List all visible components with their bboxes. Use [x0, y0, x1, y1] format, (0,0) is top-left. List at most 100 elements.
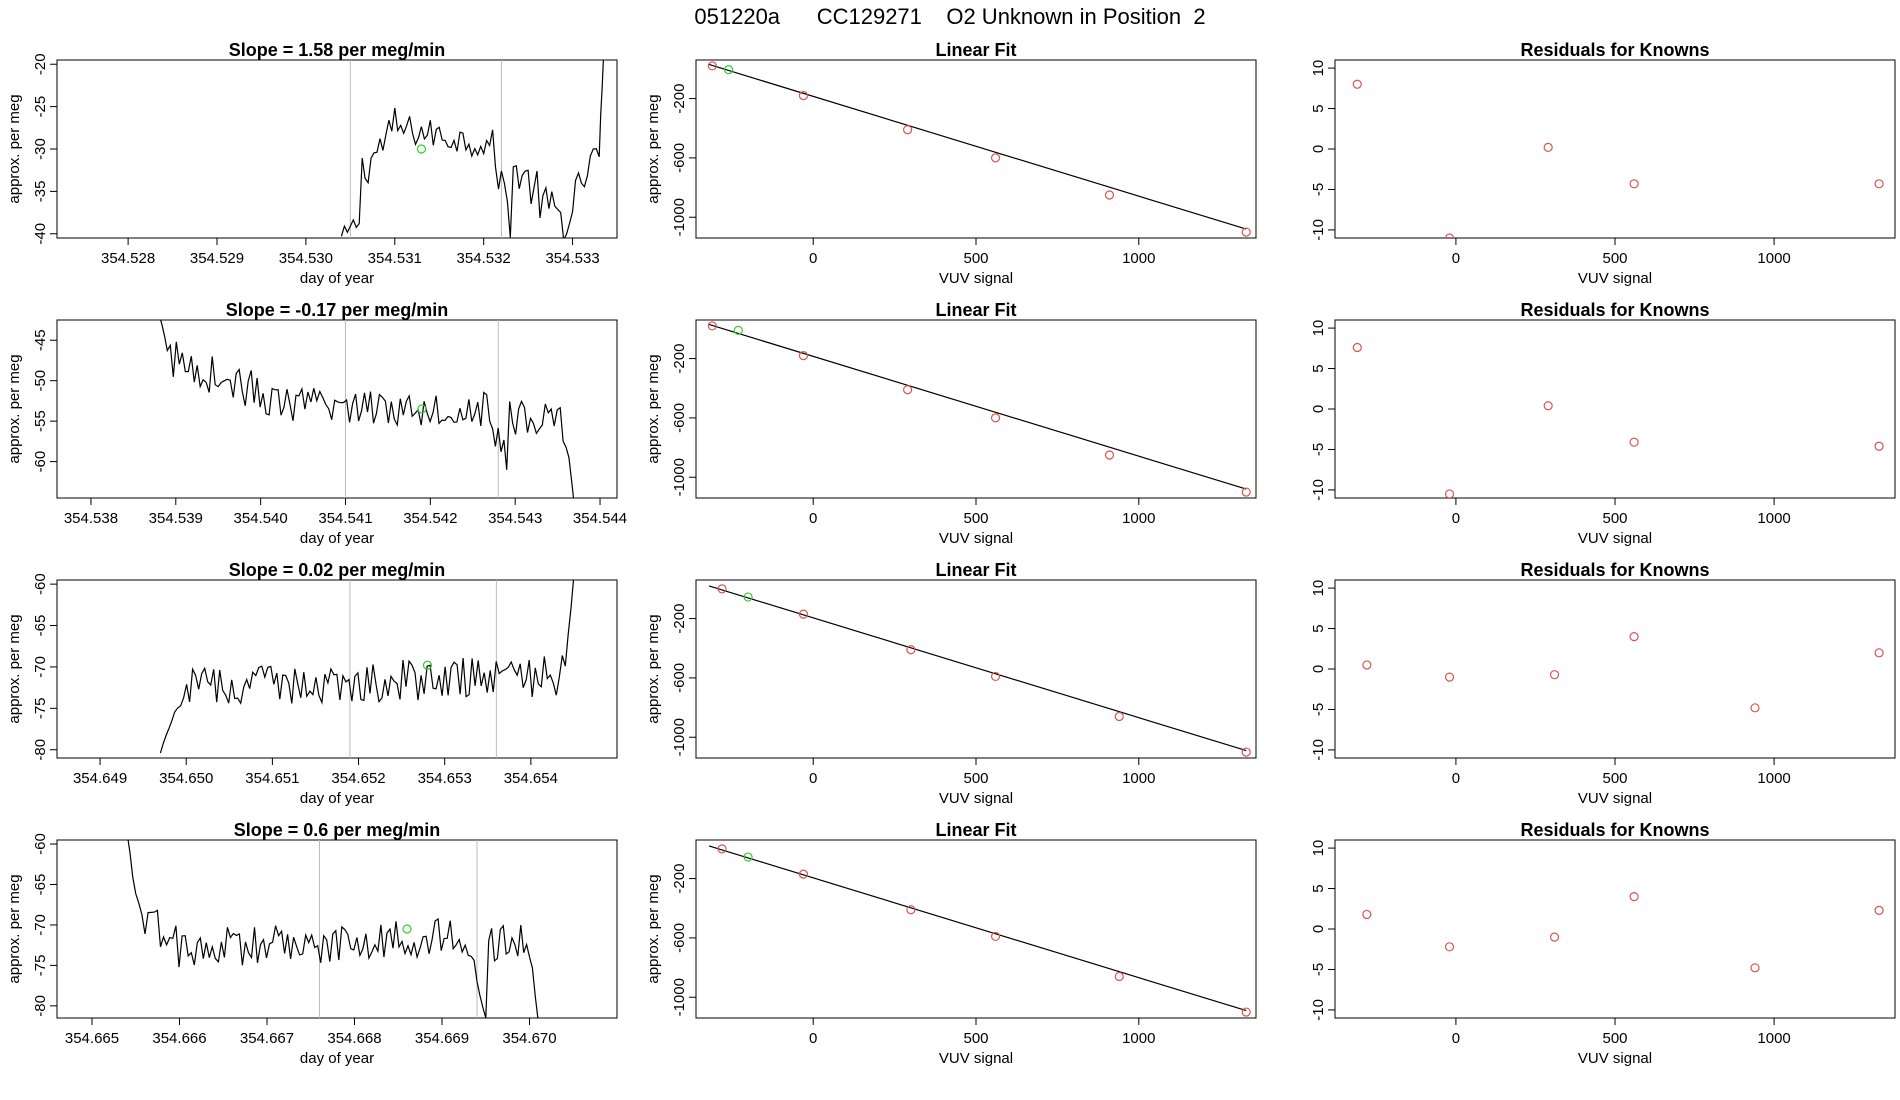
plot-frame	[56, 839, 618, 1019]
plot-area	[340, 60, 604, 238]
known-point	[1629, 632, 1639, 642]
plot-frame	[56, 319, 618, 499]
y-axis-label: approx. per meg	[645, 614, 662, 723]
known-point	[1241, 747, 1251, 757]
x-tick-label: 354.667	[240, 1030, 294, 1047]
y-tick-label: 5	[1310, 104, 1327, 112]
known-point	[1874, 648, 1884, 658]
plot-area	[1352, 342, 1884, 498]
y-tick-label: 10	[1310, 580, 1327, 597]
fit-line	[708, 585, 1247, 752]
x-tick-label: 500	[1602, 510, 1627, 527]
residuals-panel-2: Residuals for Knowns 0 500 1000 VUV signal 10…	[1310, 300, 1896, 547]
x-tick-label: 1000	[1757, 510, 1790, 527]
y-axis-label: approx. per meg	[6, 354, 23, 463]
x-tick-label: 0	[1452, 1030, 1460, 1047]
plot-area	[159, 580, 575, 758]
time-series-panel-4: Slope = 0.6 per meg/min 354.665 354.666 354…	[6, 820, 618, 1067]
chart-title: Residuals for Knowns	[1520, 560, 1709, 580]
x-tick-label: 354.653	[418, 770, 472, 787]
x-tick-label: 354.528	[101, 250, 155, 267]
unknown-point	[743, 592, 753, 602]
linear-fit-panel-3: Linear Fit 0 500 1000 VUV signal -200 -600 -100…	[645, 560, 1257, 807]
known-point	[1444, 942, 1455, 952]
x-tick-label: 500	[963, 770, 988, 787]
x-tick-label: 354.531	[368, 250, 422, 267]
chart-title: Linear Fit	[935, 300, 1016, 320]
known-point	[1362, 660, 1372, 670]
x-axis-label: day of year	[300, 1050, 374, 1067]
plot-area	[707, 61, 1251, 237]
x-tick-label: 354.529	[190, 250, 244, 267]
chart-title: Linear Fit	[935, 820, 1016, 840]
linear-fit-panel-4: Linear Fit 0 500 1000 VUV signal -200 -600 -100…	[645, 820, 1257, 1067]
x-tick-label: 354.654	[504, 770, 558, 787]
time-series-panel-2: Slope = -0.17 per meg/min 354.538 354.539 3…	[6, 300, 627, 547]
y-tick-label: -10	[1310, 219, 1327, 241]
x-tick-label: 354.650	[159, 770, 213, 787]
plot-area	[707, 321, 1251, 497]
y-axis-label: approx. per meg	[645, 874, 662, 983]
x-tick-label: 500	[1602, 1030, 1627, 1047]
x-tick-label: 1000	[1122, 250, 1155, 267]
data-trace	[127, 840, 539, 1018]
fit-line	[708, 323, 1247, 490]
known-point	[1114, 971, 1124, 982]
known-point	[717, 584, 727, 594]
known-point	[990, 931, 1001, 942]
known-point	[1874, 905, 1884, 915]
x-tick-label: 1000	[1122, 770, 1155, 787]
x-axis-label: VUV signal	[1578, 270, 1652, 287]
y-tick-label: -5	[1310, 183, 1327, 196]
x-tick-label: 1000	[1757, 770, 1790, 787]
known-point	[1362, 909, 1372, 920]
known-point	[1241, 227, 1251, 237]
unknown-point	[417, 404, 427, 414]
plot-frame	[1334, 59, 1896, 239]
x-tick-label: 500	[963, 250, 988, 267]
fit-line	[708, 845, 1247, 1012]
time-series-panel-3: Slope = 0.02 per meg/min 354.649 354.650 35…	[6, 560, 618, 807]
x-tick-label: 354.651	[245, 770, 299, 787]
residuals-panel-1: Residuals for Knowns 0 500 1000 VUV signal 10…	[1310, 40, 1896, 287]
x-tick-label: 1000	[1757, 250, 1790, 267]
chart-title: Linear Fit	[935, 40, 1016, 60]
known-point	[903, 385, 913, 395]
x-tick-label: 354.542	[403, 510, 457, 527]
y-tick-label: -65	[32, 615, 49, 637]
known-point	[707, 61, 717, 71]
y-tick-label: -5	[1310, 963, 1327, 976]
plot-area	[708, 584, 1251, 757]
known-point	[1874, 179, 1884, 189]
y-axis-label: approx. per meg	[645, 354, 662, 463]
page-title: 051220a CC129271 O2 Unknown in Position …	[694, 4, 1206, 29]
x-tick-label: 354.532	[457, 250, 511, 267]
x-tick-label: 1000	[1757, 1030, 1790, 1047]
residuals-panel-3: Residuals for Knowns 0 500 1000 VUV signal 10…	[1310, 560, 1896, 807]
x-tick-label: 0	[1452, 250, 1460, 267]
y-tick-label: -80	[32, 995, 49, 1017]
x-tick-label: 1000	[1122, 1030, 1155, 1047]
y-tick-label: -50	[32, 370, 49, 392]
x-tick-label: 354.670	[502, 1030, 556, 1047]
y-tick-label: -5	[1310, 443, 1327, 456]
y-tick-label: 0	[1310, 925, 1327, 933]
known-point	[1444, 672, 1455, 682]
known-point	[1750, 963, 1760, 973]
y-tick-label: -80	[32, 739, 49, 761]
unknown-point	[733, 325, 743, 335]
known-point	[1352, 79, 1362, 89]
y-tick-label: -60	[32, 833, 49, 855]
fit-line	[708, 63, 1247, 230]
x-tick-label: 354.540	[234, 510, 288, 527]
y-tick-label: -10	[1310, 999, 1327, 1021]
linear-fit-panel-1: Linear Fit 0 500 1000 VUV signal -200 -600 -100…	[645, 40, 1257, 287]
y-tick-label: 0	[1310, 145, 1327, 153]
y-tick-label: -45	[32, 329, 49, 351]
known-point	[1874, 441, 1884, 451]
y-tick-label: 5	[1310, 624, 1327, 632]
chart-title: Residuals for Knowns	[1520, 40, 1709, 60]
x-tick-label: 354.543	[488, 510, 542, 527]
known-point	[798, 90, 809, 101]
x-tick-label: 500	[963, 510, 988, 527]
